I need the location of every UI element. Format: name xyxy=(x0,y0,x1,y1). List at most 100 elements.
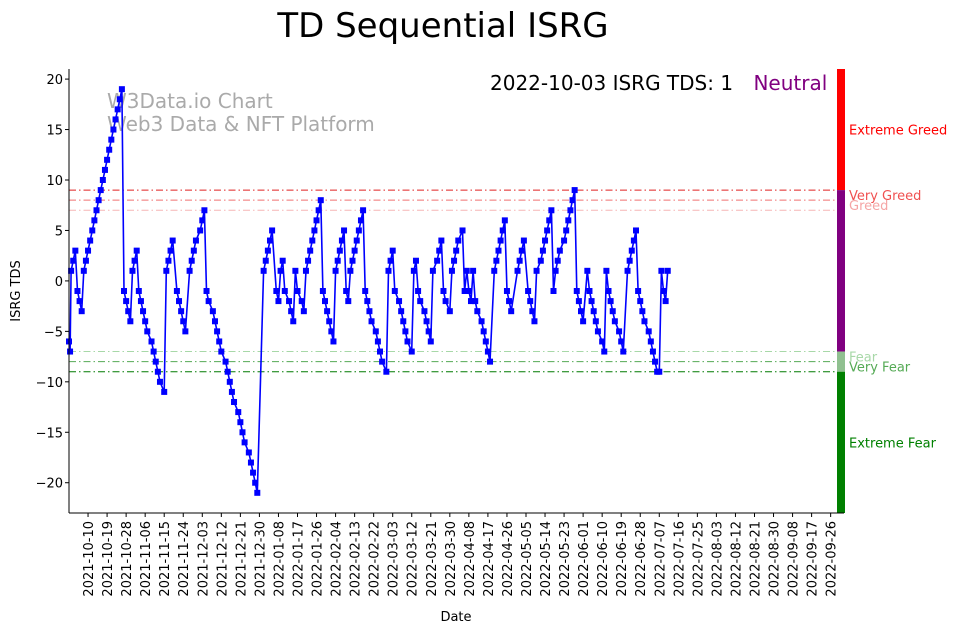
data-point-101 xyxy=(307,247,314,254)
data-point-57 xyxy=(192,237,199,244)
data-point-92 xyxy=(286,298,293,305)
chart-title: TD Sequential ISRG xyxy=(276,6,608,46)
data-point-15 xyxy=(95,197,102,204)
data-point-160 xyxy=(446,308,453,315)
data-point-66 xyxy=(216,338,223,345)
data-point-152 xyxy=(425,328,432,335)
data-point-46 xyxy=(165,257,172,264)
data-point-12 xyxy=(89,227,96,234)
data-point-161 xyxy=(448,267,455,274)
latest-status-text: Neutral xyxy=(753,71,827,95)
data-point-218 xyxy=(588,298,595,305)
latest-reading-annotation: 2022-10-03 ISRG TDS: 1 Neutral xyxy=(490,71,827,95)
y-tick-label-6: −10 xyxy=(36,376,63,391)
data-point-31 xyxy=(129,267,136,274)
data-point-24 xyxy=(114,106,121,113)
y-tick-label-8: −20 xyxy=(36,477,63,492)
data-point-122 xyxy=(351,247,358,254)
data-point-193 xyxy=(529,308,536,315)
data-point-147 xyxy=(412,257,419,264)
data-point-140 xyxy=(396,298,403,305)
y-ticks: 20 15 10 5 0 −5 −10 −15 −20 xyxy=(36,73,69,492)
data-point-94 xyxy=(290,318,297,325)
data-point-28 xyxy=(123,298,130,305)
x-tick-label-15: 2022-02-22 xyxy=(368,521,383,597)
x-tick-label-11: 2022-01-17 xyxy=(291,521,306,597)
x-tick-label-23: 2022-05-05 xyxy=(520,521,535,597)
zone-label-3: Fear xyxy=(849,351,878,366)
data-point-1 xyxy=(67,348,74,355)
x-tick-label-1: 2021-10-19 xyxy=(101,521,116,597)
data-point-199 xyxy=(544,227,551,234)
data-point-174 xyxy=(480,328,487,335)
data-point-235 xyxy=(630,237,637,244)
data-point-116 xyxy=(338,237,345,244)
data-point-124 xyxy=(355,227,362,234)
data-point-123 xyxy=(353,237,360,244)
data-point-208 xyxy=(565,217,572,224)
data-point-166 xyxy=(461,288,468,294)
data-point-84 xyxy=(264,247,271,254)
zone-label-1: Very Greed xyxy=(849,189,921,204)
y-tick-label-5: −5 xyxy=(44,325,63,340)
x-tick-label-27: 2022-06-10 xyxy=(596,521,611,597)
data-point-70 xyxy=(226,378,233,385)
data-point-165 xyxy=(459,227,466,234)
data-point-126 xyxy=(360,207,367,214)
data-point-155 xyxy=(434,257,441,264)
zone-bar-segment-0 xyxy=(837,69,845,191)
data-point-45 xyxy=(163,267,170,274)
data-point-128 xyxy=(364,298,371,305)
data-point-209 xyxy=(567,207,574,214)
data-point-43 xyxy=(156,378,163,385)
data-point-95 xyxy=(292,267,299,274)
data-point-99 xyxy=(302,267,309,274)
data-point-68 xyxy=(222,358,229,365)
x-tick-label-9: 2021-12-30 xyxy=(253,521,268,597)
data-point-142 xyxy=(400,318,407,325)
data-point-105 xyxy=(315,207,322,214)
data-point-229 xyxy=(616,328,623,335)
data-point-200 xyxy=(546,217,553,224)
data-point-102 xyxy=(309,237,316,244)
data-point-118 xyxy=(343,288,350,294)
data-point-171 xyxy=(472,298,479,305)
data-point-145 xyxy=(408,348,415,355)
data-point-19 xyxy=(104,156,111,163)
data-point-26 xyxy=(118,86,125,93)
data-point-180 xyxy=(495,247,502,254)
data-point-86 xyxy=(269,227,276,234)
data-point-80 xyxy=(252,479,259,486)
x-tick-label-7: 2021-12-12 xyxy=(215,521,230,597)
data-point-203 xyxy=(552,267,559,274)
data-point-138 xyxy=(389,247,396,254)
x-axis-label: Date xyxy=(440,610,471,625)
data-point-137 xyxy=(387,257,394,264)
data-point-243 xyxy=(649,348,656,355)
x-tick-label-5: 2021-11-24 xyxy=(177,521,192,597)
data-point-2 xyxy=(68,267,75,274)
data-point-136 xyxy=(385,267,392,274)
data-point-93 xyxy=(288,308,295,315)
x-tick-label-3: 2021-11-06 xyxy=(139,521,154,597)
data-point-127 xyxy=(362,288,369,294)
data-point-250 xyxy=(664,267,671,274)
data-point-241 xyxy=(645,328,652,335)
data-point-62 xyxy=(205,298,212,305)
data-point-115 xyxy=(336,247,343,254)
data-point-188 xyxy=(516,257,523,264)
data-point-47 xyxy=(167,247,174,254)
data-point-157 xyxy=(438,237,445,244)
data-point-22 xyxy=(110,126,117,133)
data-point-169 xyxy=(467,298,474,305)
data-point-225 xyxy=(605,288,612,294)
data-point-197 xyxy=(539,247,546,254)
data-point-220 xyxy=(592,318,599,325)
data-point-16 xyxy=(97,187,104,194)
data-point-79 xyxy=(250,469,257,476)
data-point-242 xyxy=(647,338,654,345)
x-tick-label-16: 2022-03-03 xyxy=(387,521,402,597)
watermark: W3Data.io Chart Web3 Data & NFT Platform xyxy=(107,89,375,136)
